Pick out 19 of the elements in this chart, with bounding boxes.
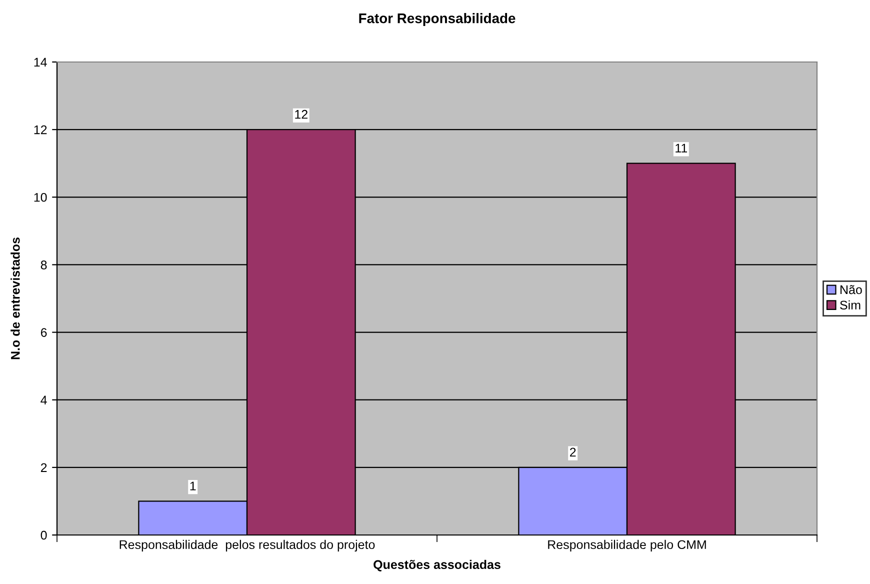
y-tick-label: 4 bbox=[40, 396, 47, 404]
y-tick-label: 12 bbox=[34, 125, 47, 134]
x-axis-title: Questões associadas bbox=[374, 560, 500, 572]
x-tick-label: Responsabilidade pelo CMM bbox=[548, 540, 706, 552]
y-tick-label: 6 bbox=[40, 328, 47, 337]
data-label: 1 bbox=[190, 482, 196, 490]
y-tick-label: 14 bbox=[34, 58, 47, 67]
y-tick-label: 8 bbox=[40, 260, 47, 270]
x-tick-label: Responsabilidade pelos resultados do projeto bbox=[120, 540, 375, 552]
y-axis-title: N.o de entrevistados bbox=[10, 238, 20, 360]
chart-title: Fator Responsabilidade bbox=[359, 13, 516, 26]
legend-label: Não bbox=[840, 285, 862, 294]
y-tick-label: 10 bbox=[34, 192, 47, 202]
data-label: 12 bbox=[295, 110, 308, 119]
legend-label: Sim bbox=[840, 300, 860, 310]
data-label: 2 bbox=[570, 448, 576, 456]
y-tick-label: 2 bbox=[40, 463, 47, 472]
data-label: 11 bbox=[676, 144, 688, 152]
y-tick-label: 0 bbox=[40, 530, 47, 540]
